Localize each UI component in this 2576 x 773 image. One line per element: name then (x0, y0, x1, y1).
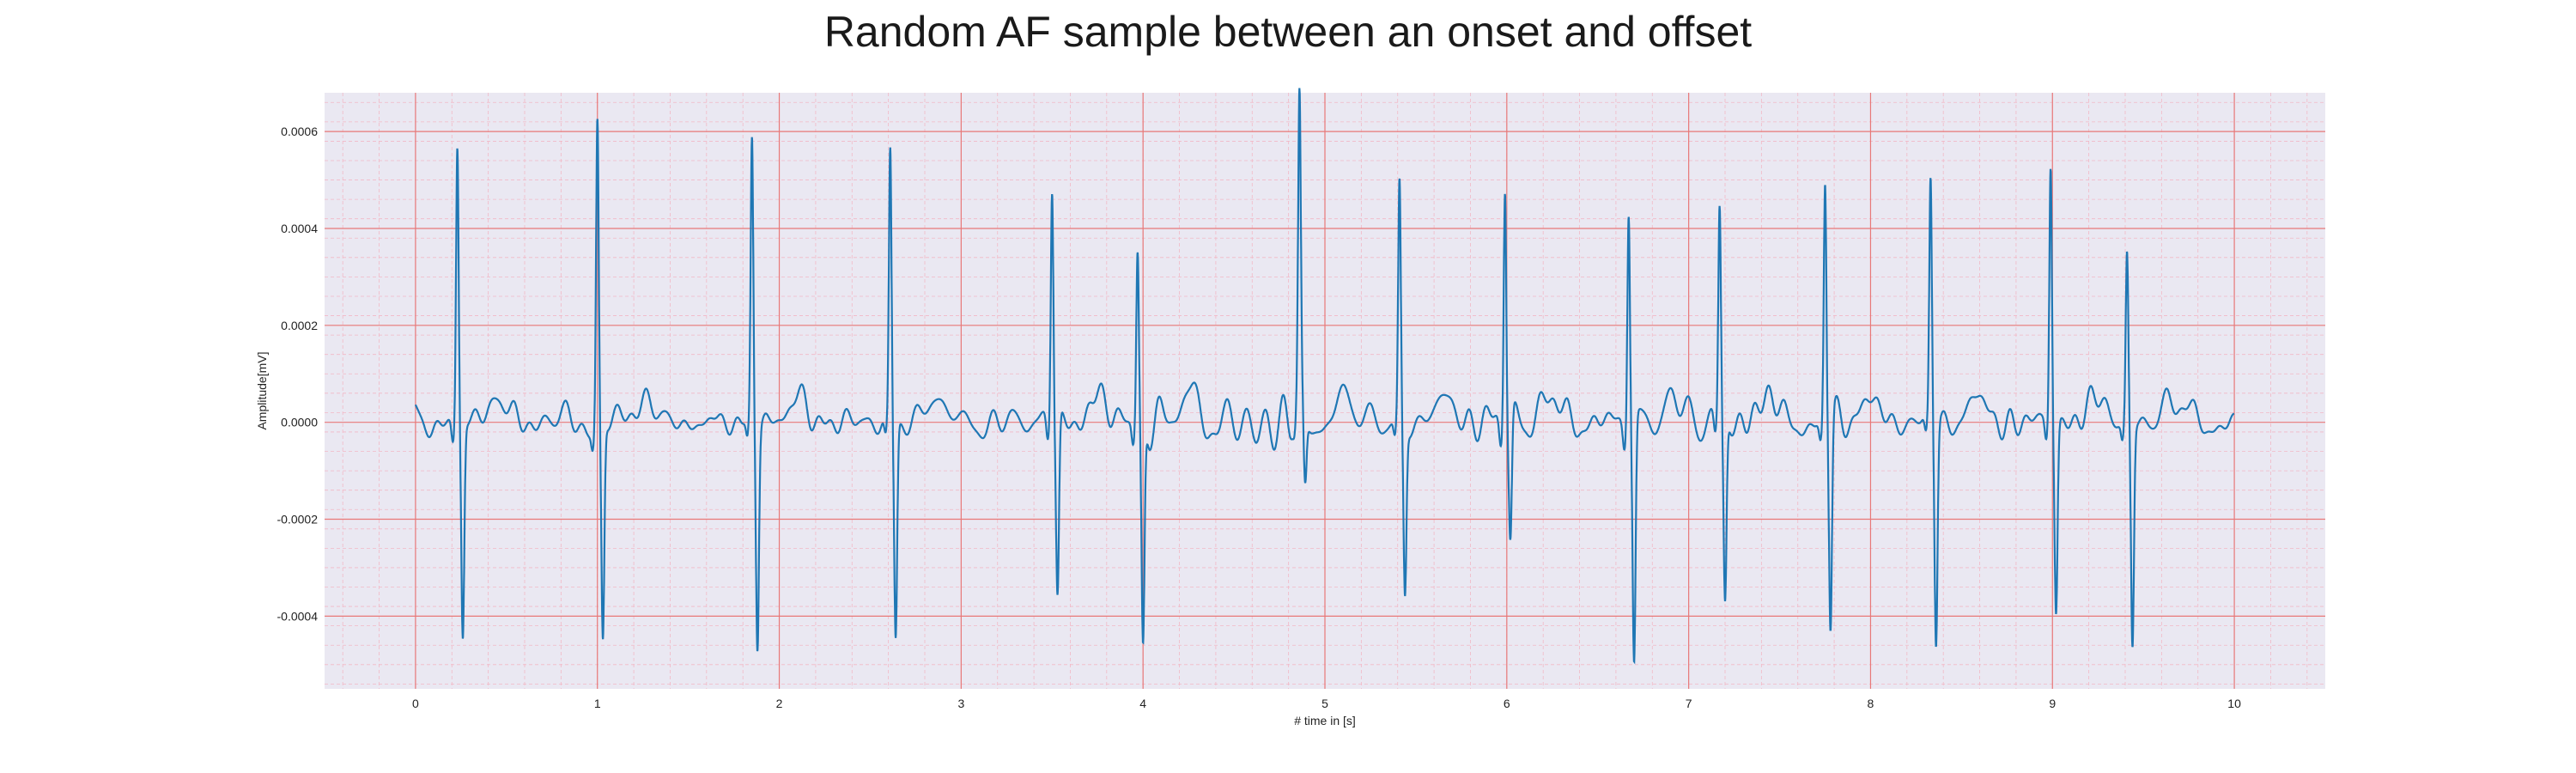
y-tick-label: 0.0004 (281, 222, 318, 235)
major-grid (325, 93, 2325, 689)
x-tick-label: 0 (412, 697, 419, 710)
series-line-ecg-signal (414, 88, 2235, 665)
y-tick-label: 0.0000 (281, 416, 318, 429)
y-tick-label: 0.0006 (281, 125, 318, 138)
y-tick-label: 0.0002 (281, 319, 318, 332)
x-tick-label: 2 (776, 697, 783, 710)
y-axis-label: Amplitude[mV] (255, 351, 269, 429)
x-tick-label: 6 (1504, 697, 1510, 710)
x-tick-label: 8 (1868, 697, 1874, 710)
x-tick-label: 4 (1139, 697, 1146, 710)
x-tick-label: 10 (2227, 697, 2241, 710)
y-tick-label: -0.0004 (277, 609, 319, 623)
y-tick-label: -0.0002 (277, 513, 319, 526)
x-tick-label: 7 (1686, 697, 1692, 710)
y-axis-ticks: -0.0004 -0.0002 0.0000 0.0002 0.0004 0.0006 (277, 125, 319, 623)
x-tick-label: 1 (594, 697, 601, 710)
x-axis-label: # time in [s] (1294, 714, 1356, 727)
x-tick-label: 9 (2049, 697, 2056, 710)
x-axis-ticks: 0 1 2 3 4 5 6 7 8 9 10 (412, 697, 2241, 710)
x-tick-label: 5 (1321, 697, 1328, 710)
x-tick-label: 3 (957, 697, 964, 710)
chart-title: Random AF sample between an onset and of… (823, 8, 1753, 56)
